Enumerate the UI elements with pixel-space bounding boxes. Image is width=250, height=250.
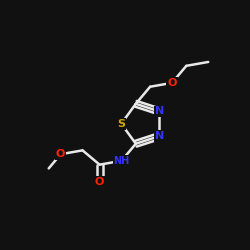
Text: S: S — [117, 119, 125, 129]
Text: O: O — [95, 177, 104, 187]
Text: N: N — [155, 131, 164, 141]
Text: N: N — [155, 106, 164, 117]
Text: NH: NH — [114, 156, 130, 166]
Text: O: O — [167, 78, 177, 88]
Text: O: O — [56, 149, 65, 159]
